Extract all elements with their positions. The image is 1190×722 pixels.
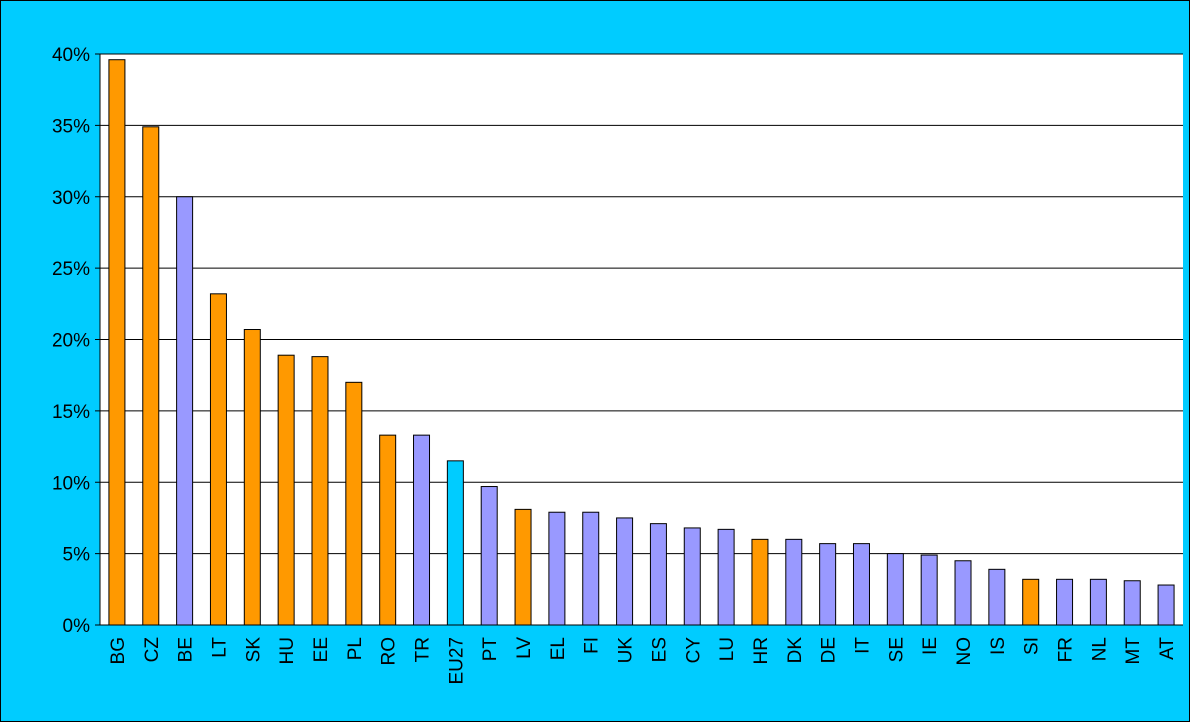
bar	[1022, 578, 1040, 626]
bar	[886, 553, 904, 626]
bar	[751, 538, 769, 626]
bar	[277, 354, 295, 626]
x-tick-label: RO	[379, 637, 400, 666]
x-tick-label: HR	[751, 637, 772, 664]
bar	[548, 511, 566, 626]
bar	[480, 486, 498, 626]
bar	[1157, 584, 1175, 626]
x-tick-label: SI	[1022, 637, 1043, 655]
x-tick-label: IE	[920, 637, 941, 655]
bar	[616, 517, 634, 626]
bar	[785, 538, 803, 626]
x-tick-label: EU27	[446, 637, 467, 685]
x-tick-label: HU	[277, 637, 298, 664]
y-tick-label: 40%	[52, 45, 90, 66]
bar	[176, 196, 194, 626]
y-tick-label: 10%	[52, 473, 90, 494]
bar	[446, 460, 464, 626]
x-tick-label: FR	[1056, 637, 1077, 662]
x-tick-label: DE	[819, 637, 840, 663]
x-tick-label: SK	[243, 637, 264, 663]
x-tick-label: CZ	[142, 637, 163, 663]
x-tick-label: EE	[311, 637, 332, 662]
x-tick-label: BG	[108, 637, 129, 664]
x-tick-label: LV	[514, 637, 535, 659]
bar	[311, 356, 329, 626]
x-tick-label: BE	[176, 637, 197, 662]
x-tick-label: IS	[988, 637, 1009, 655]
y-tick-label: 25%	[52, 259, 90, 280]
x-tick-label: PT	[480, 637, 501, 662]
bar	[413, 434, 431, 626]
bar	[1056, 578, 1074, 626]
bar	[514, 508, 532, 626]
x-tick-label: IT	[852, 637, 873, 654]
x-tick-label: FI	[582, 637, 603, 654]
x-tick-label: LU	[717, 637, 738, 661]
y-tick-label: 0%	[63, 616, 91, 637]
bar	[108, 59, 126, 626]
bar	[209, 293, 227, 626]
x-tick-label: NL	[1089, 637, 1110, 661]
bar	[345, 381, 363, 626]
x-tick-label: MT	[1123, 637, 1144, 665]
bar	[852, 543, 870, 626]
bar	[1123, 580, 1141, 626]
x-tick-label: LT	[209, 637, 230, 658]
x-tick-label: SE	[886, 637, 907, 662]
y-tick-label: 30%	[52, 188, 90, 209]
x-tick-label: ES	[649, 637, 670, 662]
bar	[988, 568, 1006, 626]
bar	[683, 527, 701, 626]
bar	[819, 543, 837, 626]
bar	[1089, 578, 1107, 626]
x-tick-label: EL	[548, 637, 569, 660]
y-tick-label: 35%	[52, 116, 90, 137]
bar	[243, 329, 261, 626]
x-tick-label: TR	[413, 637, 434, 662]
bar	[142, 126, 160, 626]
x-tick-label: CY	[683, 637, 704, 664]
bar	[954, 560, 972, 626]
x-tick-label: PL	[345, 637, 366, 660]
y-tick-label: 15%	[52, 402, 90, 423]
bar	[649, 523, 667, 626]
bar	[582, 511, 600, 626]
x-tick-label: DK	[785, 637, 806, 664]
bar	[717, 528, 735, 626]
y-tick-label: 5%	[63, 545, 91, 566]
y-tick-label: 20%	[52, 331, 90, 352]
x-tick-label: AT	[1157, 637, 1178, 660]
bar	[379, 434, 397, 626]
x-tick-label: NO	[954, 637, 975, 666]
x-tick-label: UK	[616, 637, 637, 664]
bar	[920, 554, 938, 626]
